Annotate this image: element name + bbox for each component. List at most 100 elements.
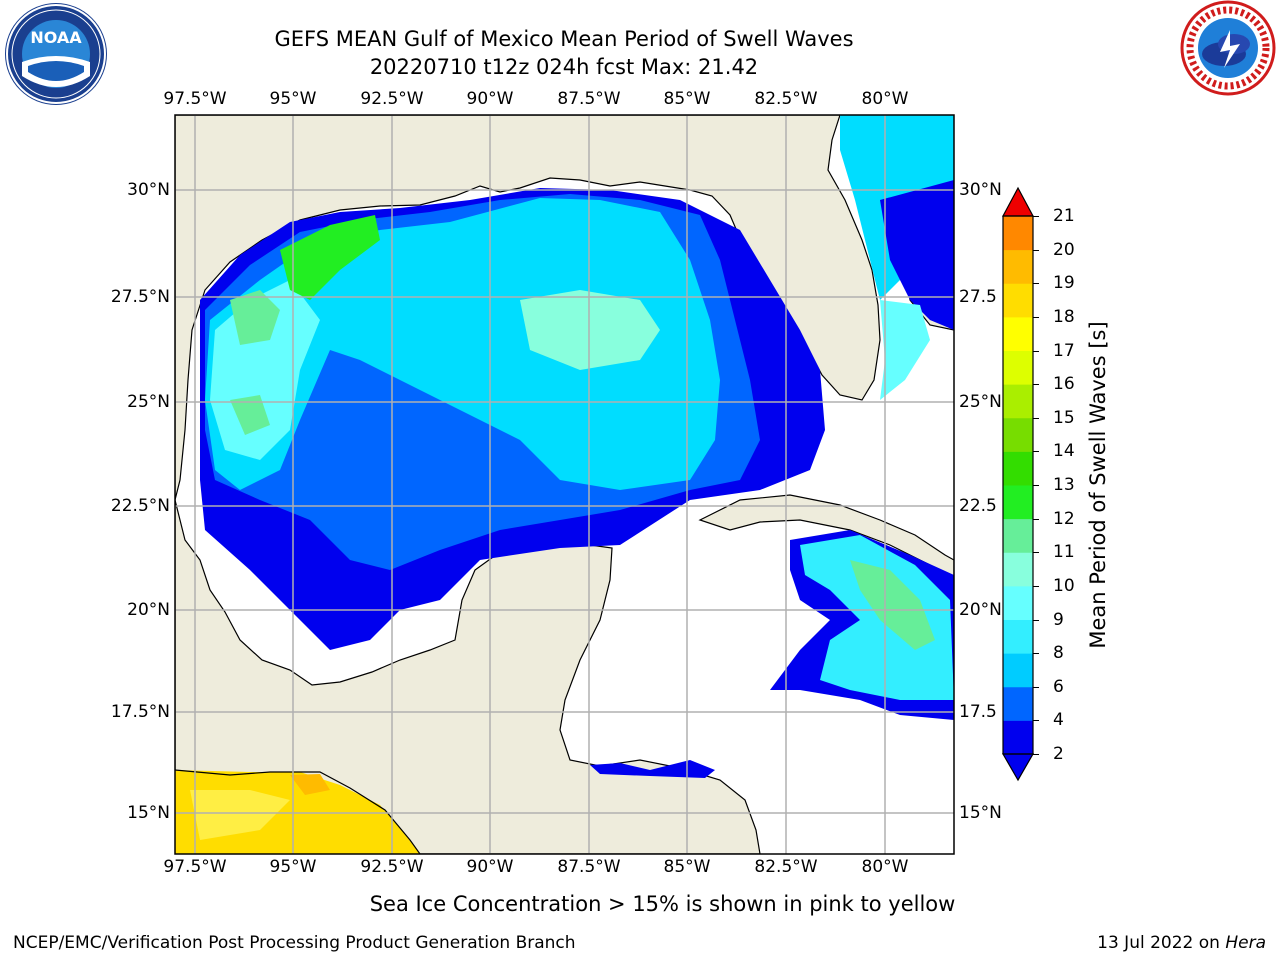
colorbar-top-arrow [1001, 186, 1035, 217]
colorbar-band [1003, 350, 1033, 385]
noaa-logo-text: NOAA [30, 28, 82, 47]
swell-gulf-green3 [230, 395, 270, 435]
colorbar-band [1003, 653, 1033, 688]
colorbar-tick-mark [1033, 249, 1039, 251]
colorbar-tick-label: 13 [1053, 475, 1075, 495]
lon-label-top: 90°W [466, 89, 514, 109]
swell-pacific-lightyellow [190, 790, 290, 840]
colorbar-tick-mark [1033, 350, 1039, 352]
map-gridlines [175, 115, 954, 854]
lon-label-bottom: 82.5°W [754, 857, 818, 877]
land-usa [175, 115, 881, 501]
colorbar-band [1003, 216, 1033, 251]
colorbar-tick-mark [1033, 485, 1039, 486]
lat-label-left: 15°N [127, 803, 170, 823]
colorbar-tick-mark [1033, 585, 1039, 587]
colorbar-band [1003, 316, 1033, 351]
lat-label-left: 20°N [127, 600, 170, 620]
swell-caribbean-cyan [800, 535, 954, 700]
swell-gulf-green2 [280, 215, 380, 300]
colorbar-tick-label: 11 [1053, 542, 1075, 563]
lon-label-bottom: 80°W [861, 857, 909, 877]
lat-label-left: 17.5°N [110, 702, 170, 722]
lat-label-left: 27.5°N [110, 287, 170, 307]
colorbar-band [1003, 485, 1033, 520]
land-cuba [698, 494, 954, 581]
colorbar-tick-label: 17 [1053, 340, 1075, 361]
colorbar-band [1003, 585, 1033, 620]
lon-label-top: 95°W [269, 89, 317, 109]
colorbar-tick-label: 14 [1053, 441, 1075, 462]
colorbar-tick-label: 12 [1053, 508, 1075, 529]
lat-label-right: 25°N [959, 392, 1002, 412]
colorbar-tick-label: 21 [1053, 206, 1075, 226]
colorbar-tick-mark [1033, 283, 1039, 285]
colorbar-tick-label: 6 [1053, 676, 1064, 697]
colorbar-bottom-arrow [1001, 753, 1035, 782]
swell-pacific-orange [290, 774, 330, 795]
colorbar-band [1003, 249, 1033, 284]
colorbar-tick-label: 10 [1053, 575, 1075, 596]
colorbar [1001, 186, 1035, 782]
swell-caribbean-green [850, 560, 935, 650]
lon-label-top: 92.5°W [360, 89, 424, 109]
lon-label-bottom: 92.5°W [360, 857, 424, 877]
land-central-america-coast [175, 769, 421, 854]
colorbar-tick-label: 16 [1053, 374, 1075, 395]
colorbar-band [1003, 552, 1033, 587]
colorbar-tick-mark [1033, 720, 1039, 722]
swell-atlantic-dark [880, 180, 954, 330]
colorbar-tick-mark [1033, 754, 1039, 755]
map-frame [174, 114, 955, 855]
colorbar-tick-label: 4 [1053, 710, 1064, 731]
map-title: GEFS MEAN Gulf of Mexico Mean Period of … [274, 27, 854, 51]
footer-date-text: 13 Jul 2022 on [1097, 933, 1226, 953]
colorbar-tick-mark [1033, 518, 1039, 520]
lon-label-bottom: 87.5°W [557, 857, 621, 877]
colorbar-tick-label: 18 [1053, 306, 1075, 327]
colorbar-band [1003, 451, 1033, 486]
colorbar-tick-mark [1033, 619, 1039, 621]
lon-label-top: 80°W [861, 89, 909, 109]
lat-label-right: 30°N [959, 180, 1002, 200]
colorbar-band [1003, 619, 1033, 654]
lon-label-bottom: 85°W [663, 857, 711, 877]
lat-label-right: 15°N [959, 803, 1002, 823]
colorbar-tick-label: 15 [1053, 407, 1075, 428]
lat-label-left: 30°N [127, 180, 170, 200]
lat-label-right: 22.5 [959, 496, 997, 516]
colorbar-tick-mark [1033, 552, 1039, 554]
colorbar-label: Mean Period of Swell Waves [s] [1086, 321, 1110, 649]
footer-date: 13 Jul 2022 on Hera [1097, 933, 1266, 953]
lat-label-left: 25°N [127, 392, 170, 412]
colorbar-tick-mark [1033, 653, 1039, 655]
noaa-logo-icon: NOAA [6, 4, 106, 104]
swell-straits [880, 300, 930, 400]
sea-ice-caption: Sea Ice Concentration > 15% is shown in … [369, 892, 956, 916]
lon-label-bottom: 90°W [466, 857, 514, 877]
map-subtitle: 20220710 t12z 024h fcst Max: 21.42 [369, 55, 759, 79]
colorbar-tick-mark [1033, 451, 1039, 453]
colorbar-tick-label: 2 [1053, 744, 1064, 764]
colorbar-band [1003, 686, 1033, 721]
lon-label-top: 97.5°W [163, 89, 227, 109]
lon-label-top: 85°W [663, 89, 711, 109]
lat-label-right: 20°N [959, 600, 1002, 620]
colorbar-band [1003, 283, 1033, 318]
colorbar-tick-mark [1033, 384, 1039, 386]
colorbar-tick-label: 8 [1053, 643, 1064, 664]
colorbar-tick-mark [1033, 316, 1039, 318]
swell-honduras [590, 760, 715, 778]
lon-label-bottom: 97.5°W [163, 857, 227, 877]
lon-label-bottom: 95°W [269, 857, 317, 877]
colorbar-tick-label: 9 [1053, 609, 1064, 630]
lon-label-top: 82.5°W [754, 89, 818, 109]
colorbar-tick-mark [1033, 417, 1039, 419]
lat-label-left: 22.5°N [110, 496, 170, 516]
colorbar-band [1003, 384, 1033, 419]
footer-host: Hera [1225, 933, 1266, 953]
swell-gulf-aqua [520, 290, 660, 370]
lat-label-right: 27.5 [959, 287, 997, 307]
footer-credit: NCEP/EMC/Verification Post Processing Pr… [13, 933, 576, 953]
swell-gulf-green1 [230, 290, 280, 345]
